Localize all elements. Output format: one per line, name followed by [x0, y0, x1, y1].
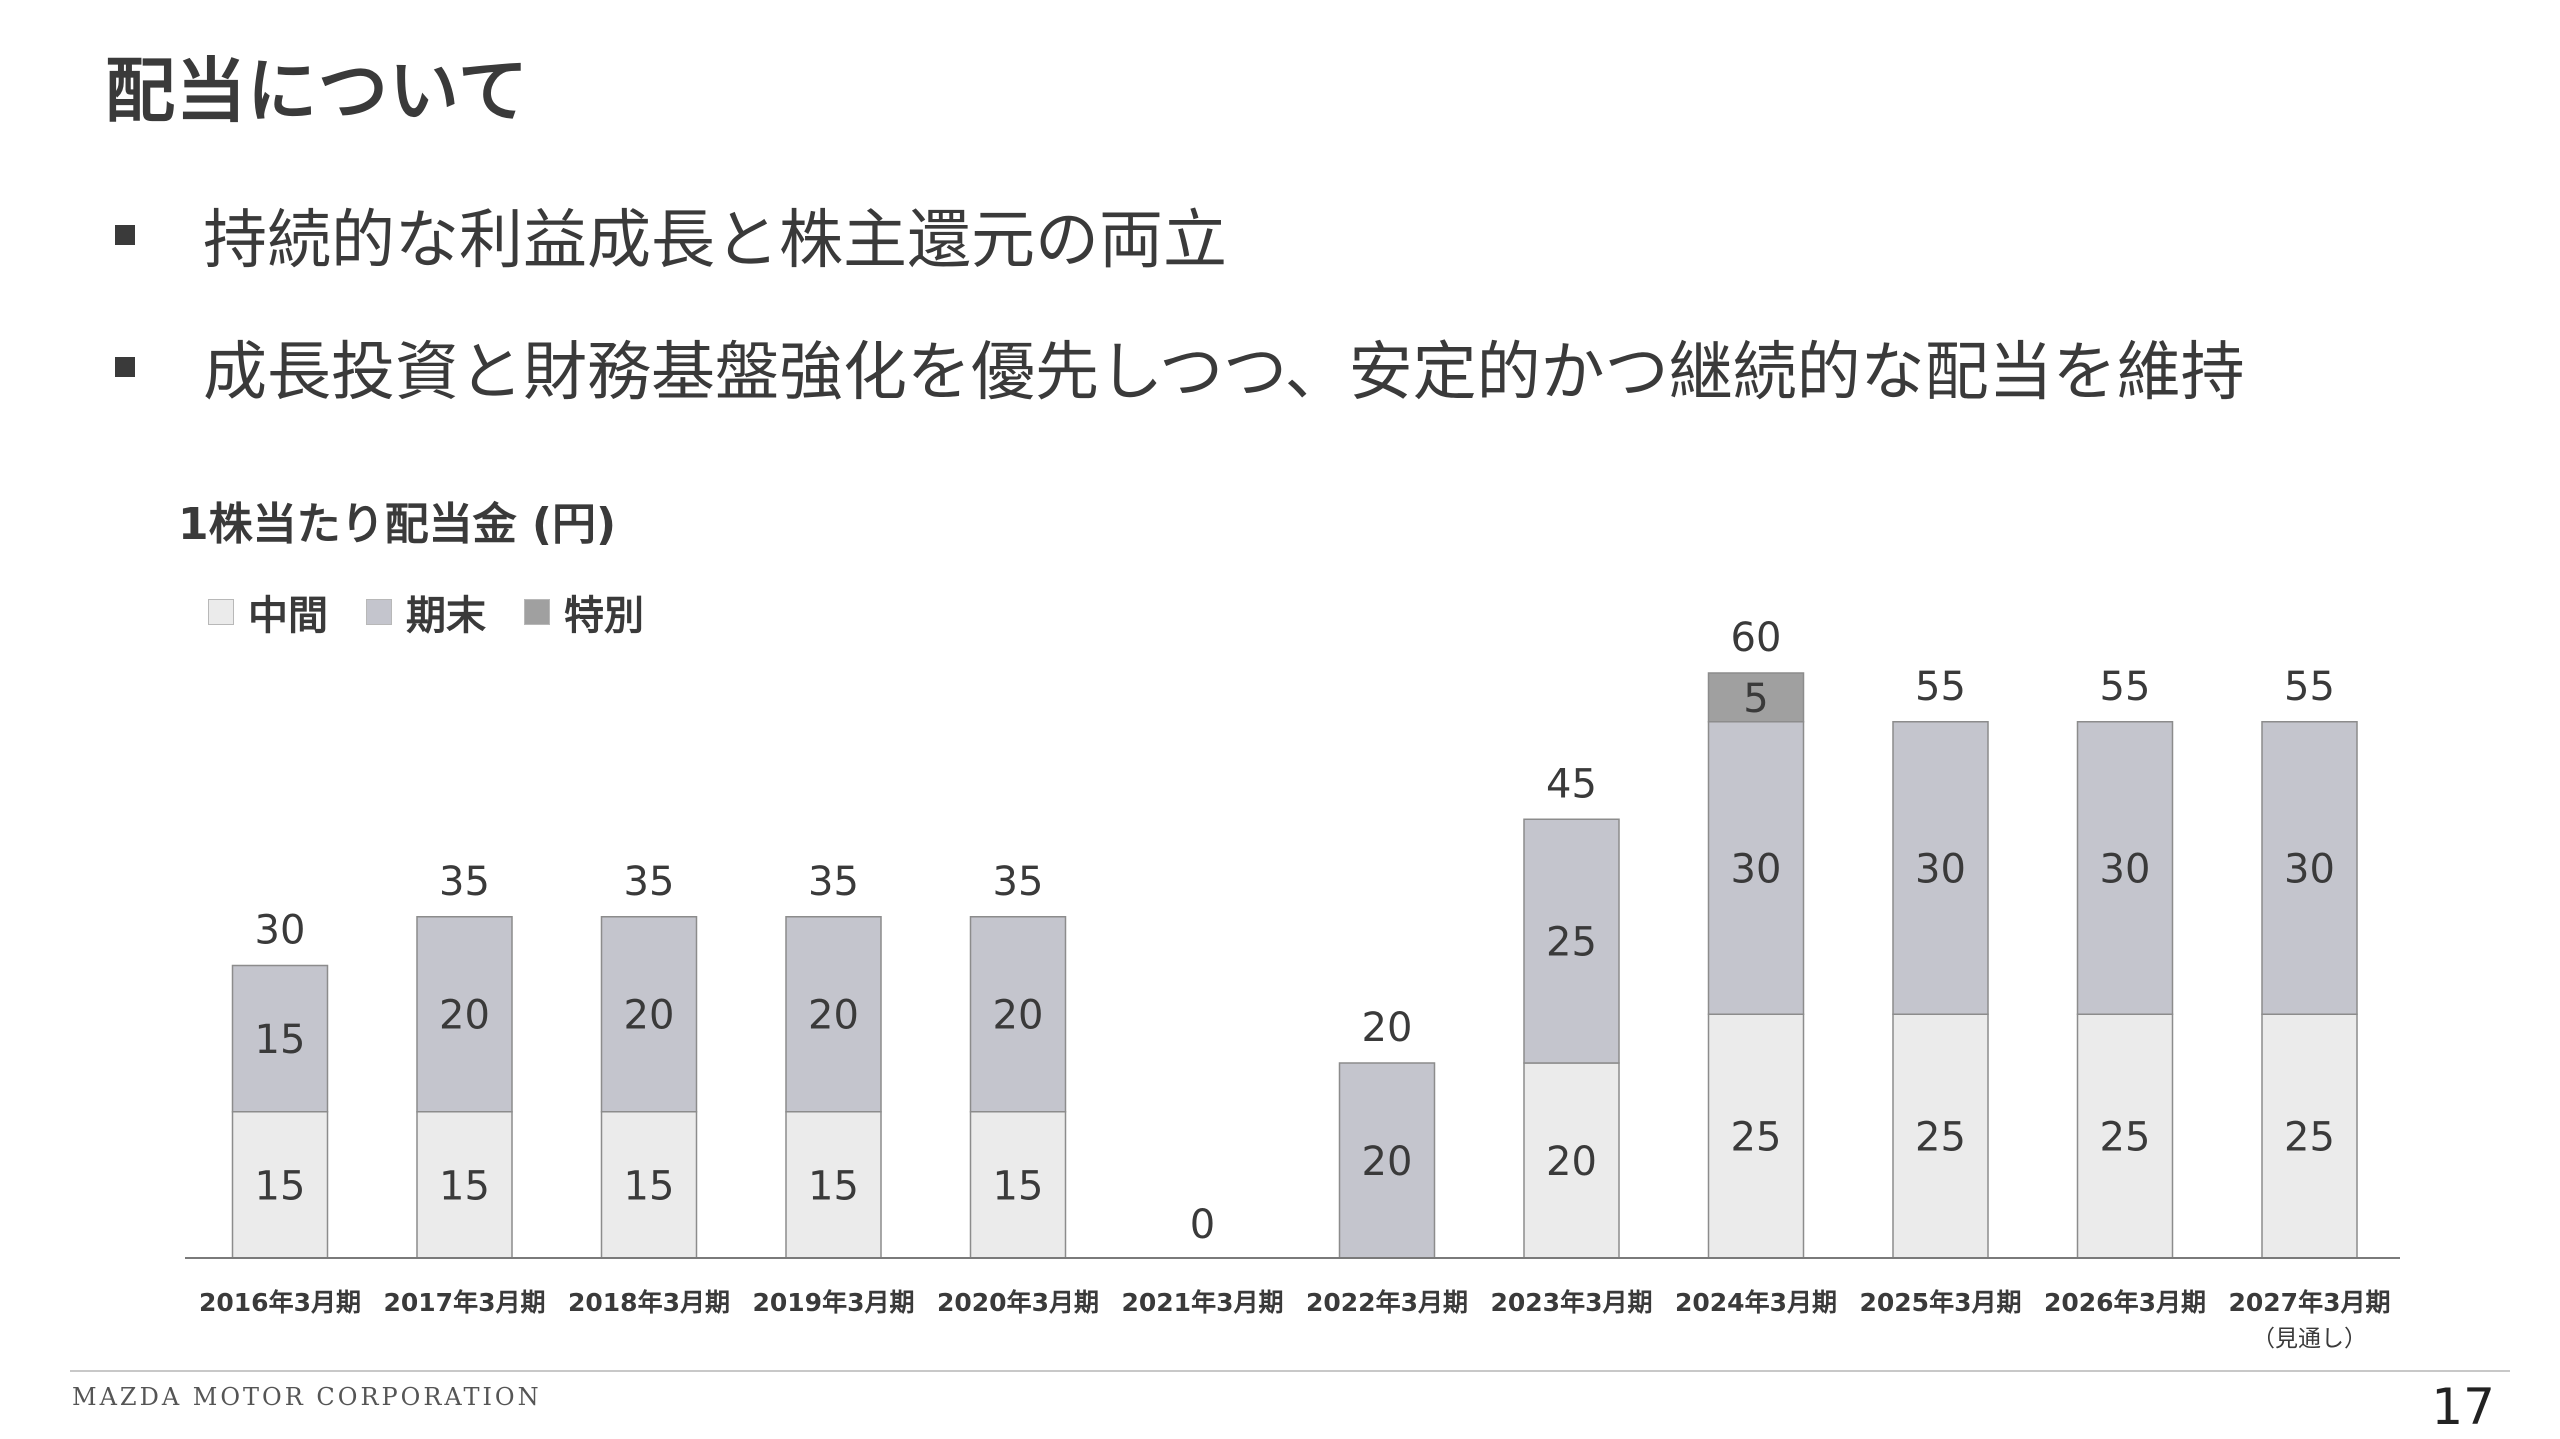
category-tick-label: 2019年3月期 [753, 1288, 915, 1317]
bar-segment-interim [231, 1111, 329, 1259]
bar-segment-interim [600, 1111, 698, 1259]
total-value-label: 35 [624, 859, 675, 905]
segment-value-label: 20 [1362, 1139, 1413, 1185]
total-value-label: 55 [2100, 664, 2151, 710]
category-tick-label: 2022年3月期 [1306, 1288, 1468, 1317]
segment-value-label: 15 [624, 1163, 675, 1209]
legend-swatch-interim [208, 599, 234, 625]
segment-value-label: 15 [255, 1163, 306, 1209]
bar-segment-interim [1892, 1013, 1989, 1259]
category-tick-label: 2025年3月期 [1860, 1288, 2022, 1317]
segment-value-label: 30 [2284, 846, 2335, 892]
legend-label-year-end: 期末 [406, 593, 486, 639]
bullet-text: 持続的な利益成長と株主還元の両立 [203, 204, 1227, 278]
total-value-label: 30 [255, 908, 306, 954]
chart-legend: 中間 期末 特別 [208, 583, 682, 641]
bar-segment-year-end [1707, 721, 1805, 1015]
bullet-item: 持続的な利益成長と株主還元の両立 [115, 195, 2245, 278]
total-value-label: 35 [993, 859, 1044, 905]
total-value-label: 55 [2284, 664, 2335, 710]
total-value-label: 55 [1915, 664, 1966, 710]
segment-value-label: 15 [993, 1163, 1044, 1209]
legend-item-special: 特別 [524, 583, 644, 641]
total-value-label: 0 [1190, 1202, 1215, 1248]
slide-title: 配当について [105, 50, 529, 132]
segment-value-label: 15 [808, 1163, 859, 1209]
bar-segment-interim [969, 1111, 1067, 1259]
segment-value-label: 5 [1743, 676, 1768, 722]
bar-segment-interim [2261, 1013, 2358, 1259]
bullet-list: 持続的な利益成長と株主還元の両立 成長投資と財務基盤強化を優先しつつ、安定的かつ… [115, 195, 2245, 459]
bar-segment-year-end [1338, 1062, 1436, 1259]
category-tick-label: 2020年3月期 [937, 1288, 1099, 1317]
segment-value-label: 20 [624, 993, 675, 1039]
segment-value-label: 20 [439, 993, 490, 1039]
segment-value-label: 25 [1915, 1115, 1966, 1161]
category-tick-label: 2018年3月期 [568, 1288, 730, 1317]
page-number: 17 [2431, 1378, 2495, 1436]
category-tick-label: 2017年3月期 [384, 1288, 546, 1317]
category-tick-label: 2021年3月期 [1122, 1288, 1284, 1317]
bar-segment-interim [785, 1111, 882, 1259]
segment-value-label: 20 [1546, 1139, 1597, 1185]
bar-segment-interim [1523, 1062, 1620, 1259]
legend-swatch-special [524, 599, 550, 625]
total-value-label: 20 [1362, 1005, 1413, 1051]
bar-segment-year-end [2261, 721, 2358, 1015]
total-value-label: 35 [808, 859, 859, 905]
footer-divider [70, 1370, 2510, 1372]
category-note-label: （見通し） [2252, 1326, 2367, 1352]
bar-segment-year-end [785, 916, 882, 1113]
segment-value-label: 15 [439, 1163, 490, 1209]
legend-item-year-end: 期末 [366, 583, 486, 641]
bar-segment-special [1707, 672, 1805, 723]
bullet-square-icon [115, 225, 135, 245]
bar-segment-year-end [1892, 721, 1989, 1015]
segment-value-label: 25 [1731, 1115, 1782, 1161]
bar-segment-year-end [600, 916, 698, 1113]
segment-value-label: 25 [2100, 1115, 2151, 1161]
category-tick-label: 2027年3月期 [2229, 1288, 2391, 1317]
chart-title: 1株当たり配当金 (円) [178, 499, 617, 550]
legend-label-interim: 中間 [248, 593, 328, 639]
category-tick-label: 2023年3月期 [1491, 1288, 1653, 1317]
segment-value-label: 20 [808, 993, 859, 1039]
total-value-label: 35 [439, 859, 490, 905]
segment-value-label: 30 [2100, 846, 2151, 892]
bullet-item: 成長投資と財務基盤強化を優先しつつ、安定的かつ継続的な配当を維持 [115, 327, 2245, 410]
bar-segment-interim [416, 1111, 513, 1259]
legend-label-special: 特別 [564, 593, 644, 639]
category-tick-label: 2016年3月期 [199, 1288, 361, 1317]
bar-segment-interim [1707, 1013, 1805, 1259]
bar-segment-year-end [416, 916, 513, 1113]
bullet-square-icon [115, 357, 135, 377]
category-tick-label: 2024年3月期 [1675, 1288, 1837, 1317]
bar-segment-year-end [2076, 721, 2174, 1015]
segment-value-label: 25 [2284, 1115, 2335, 1161]
legend-item-interim: 中間 [208, 583, 328, 641]
total-value-label: 60 [1731, 615, 1782, 661]
footer-company-name: MAZDA MOTOR CORPORATION [72, 1383, 542, 1411]
bar-segment-year-end [969, 916, 1067, 1113]
segment-value-label: 25 [1546, 920, 1597, 966]
category-tick-label: 2026年3月期 [2044, 1288, 2206, 1317]
bar-segment-year-end [231, 964, 329, 1113]
bullet-text: 成長投資と財務基盤強化を優先しつつ、安定的かつ継続的な配当を維持 [203, 336, 2245, 410]
legend-swatch-year-end [366, 599, 392, 625]
segment-value-label: 30 [1915, 846, 1966, 892]
segment-value-label: 15 [255, 1017, 306, 1063]
segment-value-label: 30 [1731, 846, 1782, 892]
total-value-label: 45 [1546, 761, 1597, 807]
bar-segment-year-end [1523, 818, 1620, 1064]
segment-value-label: 20 [993, 993, 1044, 1039]
